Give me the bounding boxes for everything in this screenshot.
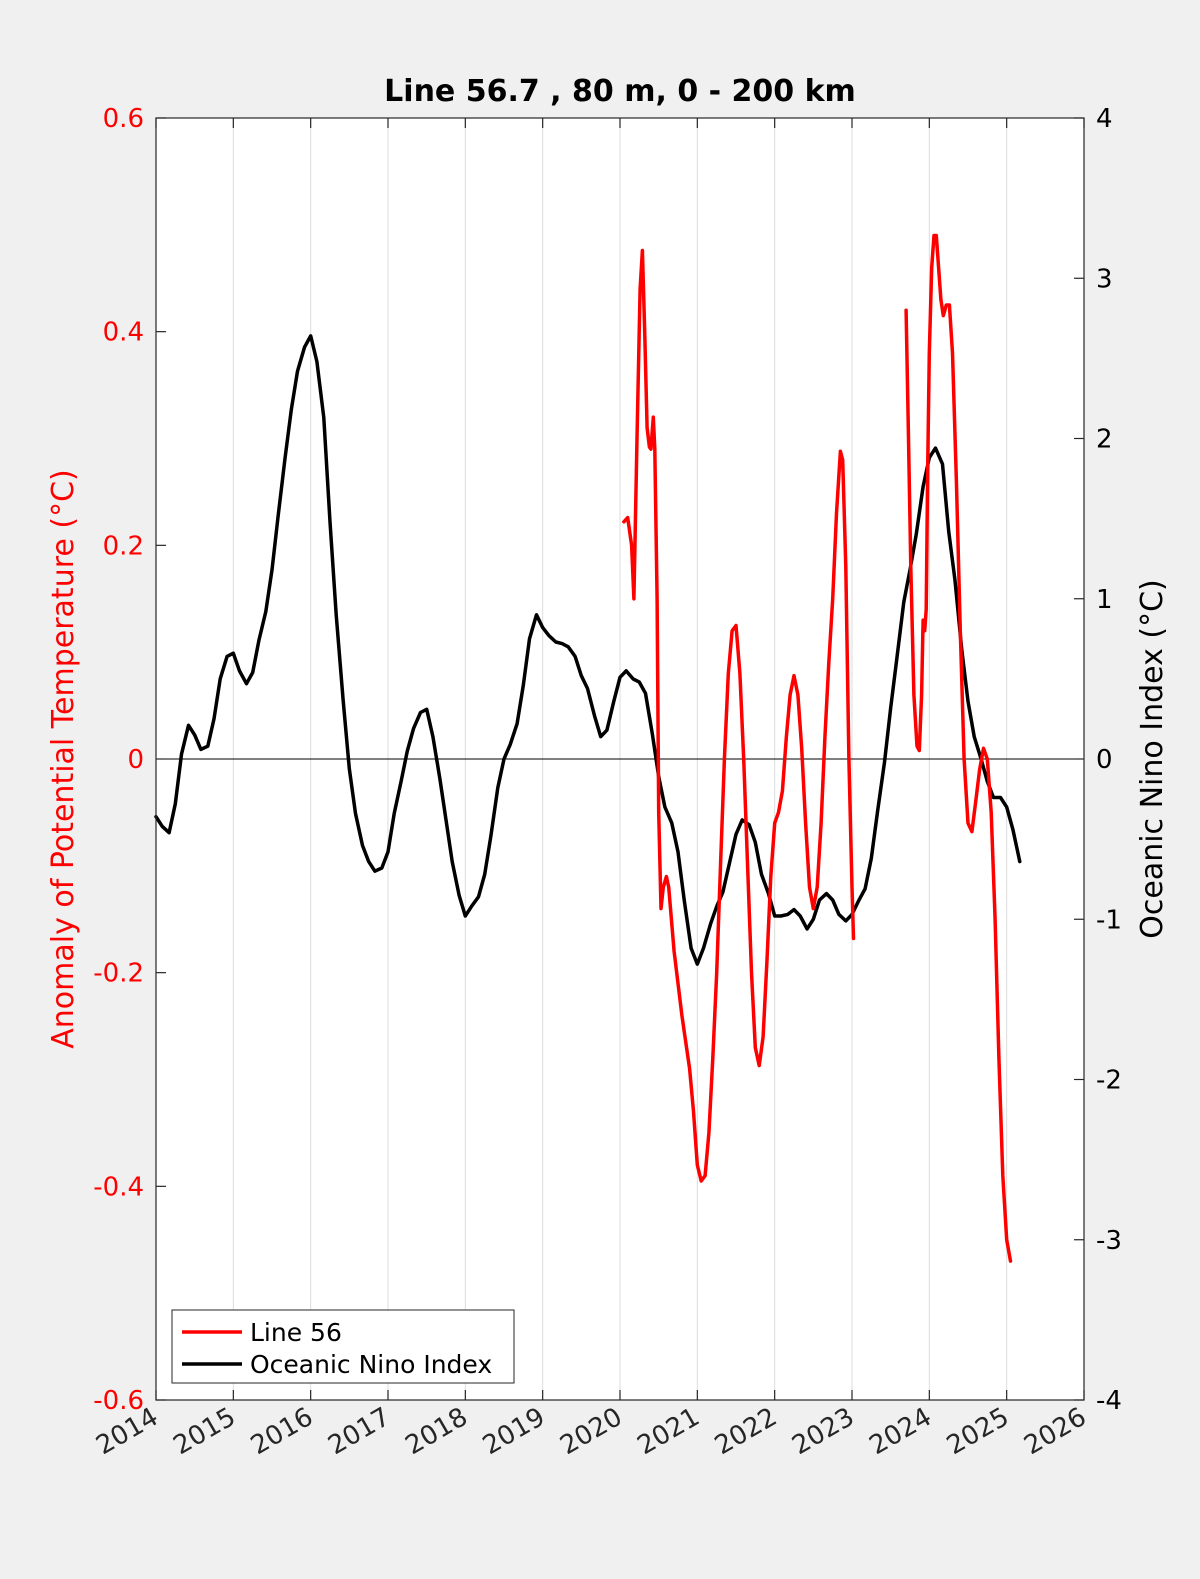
y-right-tick-label: 0: [1096, 745, 1113, 775]
y-right-tick-label: -2: [1096, 1066, 1122, 1096]
legend-label-oceanic-nino-index: Oceanic Nino Index: [250, 1350, 492, 1379]
y-left-tick-label: 0.6: [103, 104, 144, 134]
y-right-tick-label: -4: [1096, 1386, 1122, 1416]
y-right-tick-label: 2: [1096, 425, 1113, 455]
series-line-line-56: [622, 248, 856, 1183]
y-left-tick-label: -0.6: [93, 1386, 144, 1416]
y-left-tick-label: 0: [127, 745, 144, 775]
series-line-line-56: [904, 233, 1013, 1263]
legend-label-line-56: Line 56: [250, 1318, 342, 1347]
y-left-tick-label: 0.4: [103, 318, 144, 348]
y-right-tick-label: 4: [1096, 104, 1113, 134]
y-right-tick-label: -1: [1096, 905, 1122, 935]
y-right-tick-label: 1: [1096, 585, 1113, 615]
left-axis: -0.6 -0.4 -0.2 0 0.2 0.4 0.6: [93, 104, 166, 1416]
y-right-tick-label: -3: [1096, 1226, 1122, 1256]
y-axis-left-label: Anomaly of Potential Temperature (°C): [46, 469, 81, 1048]
y-left-tick-label: 0.2: [103, 531, 144, 561]
right-axis: -4 -3 -2 -1 0 1 2 3 4: [1074, 104, 1122, 1416]
y-right-tick-label: 3: [1096, 264, 1113, 294]
legend: Line 56 Oceanic Nino Index: [171, 1309, 515, 1384]
y-left-tick-label: -0.4: [93, 1172, 144, 1202]
series-layer: [154, 233, 1022, 1263]
y-axis-right-label: Oceanic Nino Index (°C): [1135, 579, 1170, 939]
legend-box: [171, 1309, 515, 1384]
chart-title: Line 56.7 , 80 m, 0 - 200 km: [384, 74, 856, 109]
y-left-tick-label: -0.2: [93, 959, 144, 989]
series-line-oceanic-nino-index: [154, 334, 1022, 966]
